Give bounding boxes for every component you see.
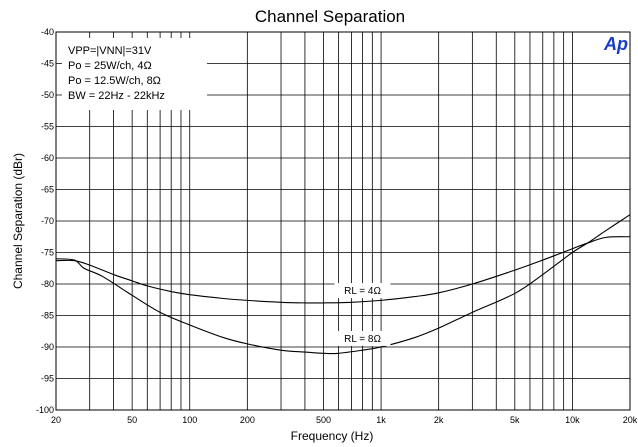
y-tick-label: -90 [41, 342, 54, 352]
annotation-line-3: Po = 12.5W/ch, 8Ω [68, 75, 161, 87]
annotation-box: VPP=|VNN|=31V Po = 25W/ch, 4Ω Po = 12.5W… [62, 38, 207, 110]
y-tick-label: -50 [41, 90, 54, 100]
y-tick-label: -45 [41, 59, 54, 69]
series-line-rl-8ohm [55, 214, 631, 355]
x-axis-label: Frequency (Hz) [291, 429, 374, 443]
curve-label-bg [334, 283, 391, 299]
curve-label-rl-4ohm: RL = 4Ω [344, 286, 381, 297]
curve-label-rl-8ohm: RL = 8Ω [344, 334, 381, 345]
x-tick-label: 100 [182, 415, 197, 425]
x-tick-label: 20 [51, 415, 61, 425]
y-tick-label: -65 [41, 185, 54, 195]
x-tick-labels: 20 50 100 200 500 1k 2k 5k 10k 20k [51, 415, 638, 425]
annotation-line-4: BW = 22Hz - 22kHz [68, 90, 165, 102]
series [55, 214, 631, 355]
ap-logo: Ap [603, 34, 628, 54]
y-tick-label: -40 [41, 27, 54, 37]
y-tick-label: -85 [41, 311, 54, 321]
x-tick-label: 200 [240, 415, 255, 425]
y-tick-label: -80 [41, 279, 54, 289]
annotation-line-2: Po = 25W/ch, 4Ω [68, 60, 152, 72]
y-tick-label: -75 [41, 248, 54, 258]
curve-label-bg [334, 330, 391, 346]
x-tick-label: 2k [434, 415, 444, 425]
x-tick-label: 50 [127, 415, 137, 425]
y-tick-label: -60 [41, 153, 54, 163]
plot-frame [55, 31, 631, 411]
chart-title: Channel Separation [255, 7, 405, 26]
y-tick-labels: -40 -45 -50 -55 -60 -65 -70 -75 -80 -85 -90 -95 -100 [36, 27, 54, 415]
y-tick-label: -95 [41, 374, 54, 384]
y-tick-label: -70 [41, 216, 54, 226]
y-axis-label: Channel Separation (dBr) [11, 153, 25, 289]
curve-labels: RL = 4Ω RL = 8Ω [334, 283, 391, 346]
series-line-rl-4ohm [55, 236, 631, 304]
x-tick-label: 1k [376, 415, 386, 425]
annotation-background [62, 38, 207, 110]
x-tick-label: 500 [316, 415, 331, 425]
x-tick-label: 5k [510, 415, 520, 425]
x-tick-label: 20k [623, 415, 638, 425]
y-tick-label: -100 [36, 405, 54, 415]
y-tick-label: -55 [41, 122, 54, 132]
annotation-line-1: VPP=|VNN|=31V [68, 45, 152, 57]
x-tick-label: 10k [565, 415, 580, 425]
